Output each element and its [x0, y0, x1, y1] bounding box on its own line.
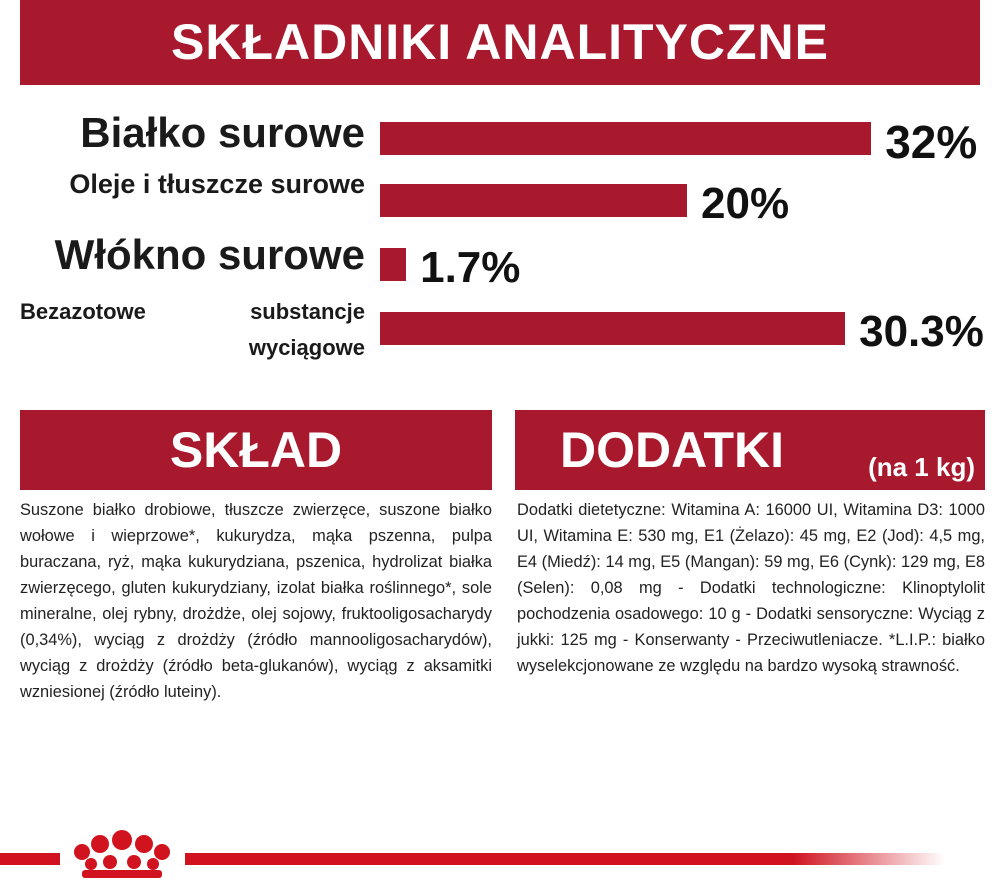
bar-label: Oleje i tłuszcze surowe: [69, 169, 365, 199]
composition-title: SKŁAD: [169, 422, 343, 478]
bar-label: Bezazotowe substancje wyciągowe: [20, 299, 365, 360]
bar-value: 1.7%: [420, 243, 521, 292]
footer: [0, 830, 945, 878]
composition-banner: SKŁAD: [20, 410, 492, 490]
crown-logo: [74, 830, 170, 878]
bar-value: 32%: [885, 116, 978, 168]
bar: [380, 184, 687, 217]
bar: [380, 248, 407, 281]
title-banner: SKŁADNIKI ANALITYCZNE: [20, 0, 980, 85]
bar-label: Białko surowe: [80, 109, 365, 156]
footer-line: [0, 853, 60, 865]
additives-subtitle: (na 1 kg): [868, 452, 975, 482]
bar-label: Włókno surowe: [54, 231, 365, 278]
additives-text: Dodatki dietetyczne: Witamina A: 16000 U…: [517, 501, 985, 675]
additives-banner: DODATKI (na 1 kg): [515, 410, 985, 490]
composition-text: Suszone białko drobiowe, tłuszcze zwierz…: [20, 501, 492, 701]
bar-value: 20%: [701, 179, 790, 228]
title: SKŁADNIKI ANALITYCZNE: [170, 14, 829, 70]
additives-title: DODATKI: [560, 422, 785, 478]
bar: [380, 312, 846, 345]
bar-value: 30.3%: [859, 307, 984, 356]
bar: [380, 122, 872, 155]
footer-line: [185, 853, 945, 865]
